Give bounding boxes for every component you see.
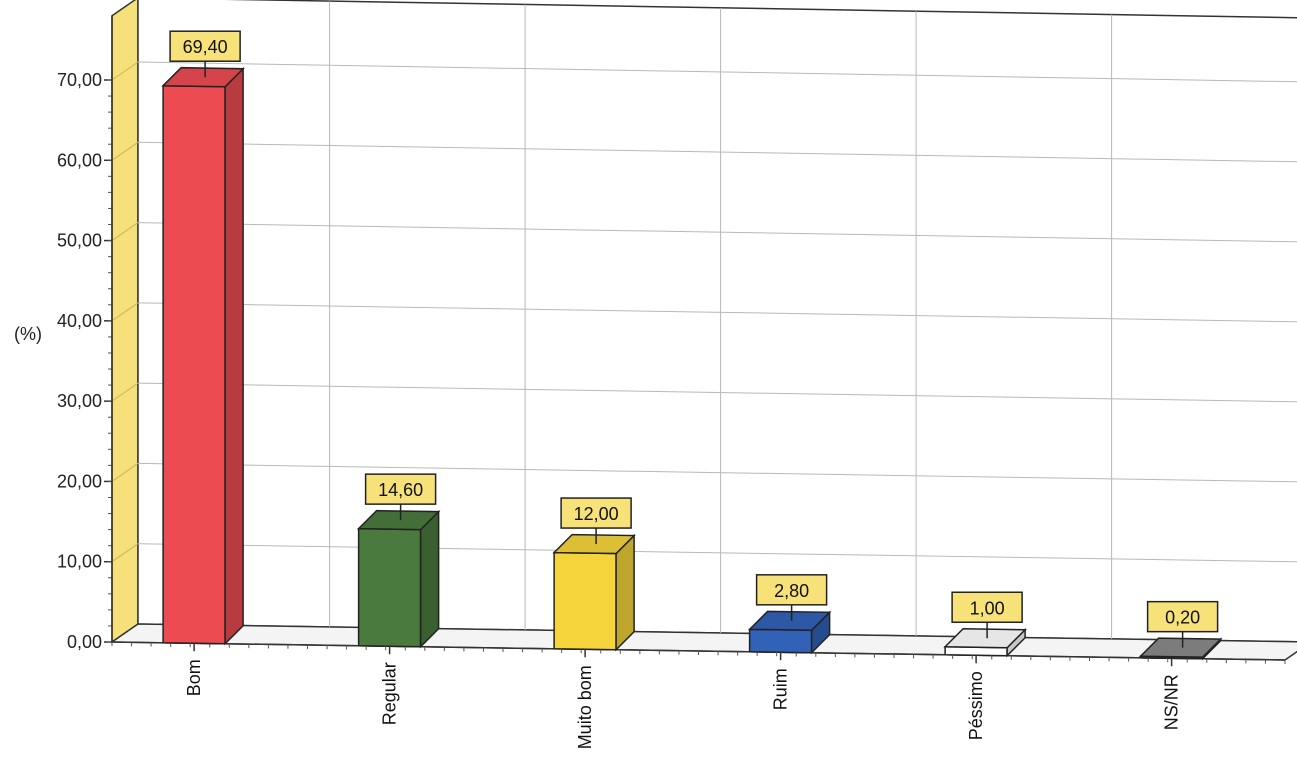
data-label: 14,60 (378, 480, 423, 500)
bar-top (356, 509, 441, 531)
bar-regular (356, 509, 441, 649)
data-label-box (560, 497, 632, 529)
data-labels: 69,40 14,60 12,00 2,80 1,00 0,20 (169, 30, 1219, 648)
x-tick-label: Regular (380, 662, 400, 725)
bar-side (615, 533, 635, 652)
bar-p-ssimo (943, 627, 1027, 658)
bar-ns-nr (1138, 637, 1223, 661)
bar-front (357, 527, 422, 648)
back-wall (137, 0, 1297, 643)
bar-bom (161, 66, 245, 646)
bar-top (943, 628, 1027, 649)
side-wall (111, 0, 139, 644)
grid-line-h (137, 543, 1297, 563)
grid-line-h (137, 462, 1297, 483)
grid-line-h (137, 141, 1297, 163)
y-tick-label: 50,00 (57, 231, 102, 251)
bar-side (419, 509, 440, 649)
bar-front (748, 628, 813, 654)
x-tick-labels: Bom Regular Muito bom Ruim Péssimo NS/NR (111, 642, 1286, 749)
bar-front (162, 84, 226, 645)
data-label-box (755, 574, 828, 606)
y-tick-label: 30,00 (57, 391, 102, 411)
y-tick-label: 60,00 (57, 150, 102, 170)
y-axis-label: (%) (14, 324, 42, 344)
side-grid-line (111, 463, 139, 482)
side-grid-line (111, 141, 139, 161)
bar-top (161, 66, 245, 88)
grid-lines (111, 1, 1297, 639)
side-grid-line (111, 302, 139, 322)
grid-line-h (137, 61, 1297, 83)
y-tick-label: 0,00 (67, 632, 102, 652)
grid-line-h (137, 222, 1297, 243)
x-tick-label: Péssimo (966, 671, 986, 740)
bar-top (552, 533, 636, 555)
side-grid-line (111, 222, 139, 241)
y-tick-label: 70,00 (57, 70, 102, 90)
grid-line-h (137, 302, 1297, 323)
side-grid-line (111, 61, 139, 81)
data-label-box (1146, 600, 1219, 633)
bar-side (224, 66, 244, 646)
y-tick-label: 20,00 (57, 471, 102, 491)
data-label-box (169, 30, 241, 62)
side-grid-line (111, 543, 139, 563)
x-tick-label: NS/NR (1162, 674, 1182, 730)
bar-ruim (747, 610, 832, 655)
y-tick-label: 40,00 (57, 311, 102, 331)
x-tick-label: Bom (184, 659, 204, 696)
bar-top (1138, 637, 1223, 658)
bar-front (553, 551, 617, 651)
bars (161, 66, 1223, 661)
y-tick-label: 10,00 (57, 552, 102, 572)
data-label: 12,00 (574, 504, 619, 524)
x-tick-label: Muito bom (575, 665, 595, 749)
data-label: 2,80 (774, 581, 809, 601)
bar-top (747, 610, 832, 632)
x-tick-label: Ruim (771, 668, 791, 710)
chart-walls (109, 0, 1297, 661)
bar-muito-bom (552, 533, 636, 652)
grid-line-h (137, 382, 1297, 403)
data-label-box (364, 473, 437, 505)
side-grid-line (111, 382, 139, 402)
data-label: 69,40 (183, 37, 228, 57)
data-label-box (951, 591, 1023, 624)
data-label: 1,00 (970, 598, 1005, 618)
data-label: 0,20 (1165, 608, 1200, 628)
